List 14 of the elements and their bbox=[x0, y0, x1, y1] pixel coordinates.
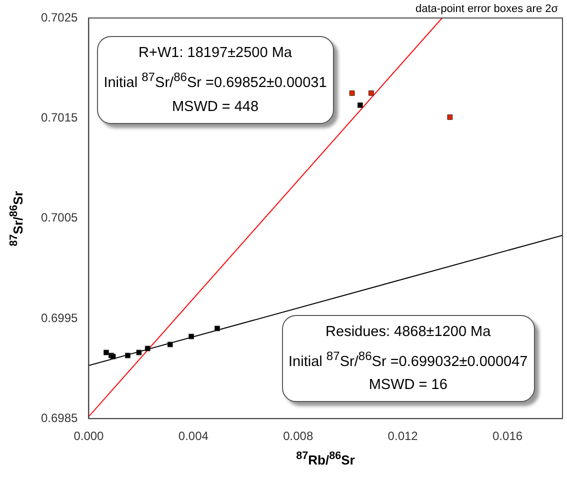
annotation: Residues: 4868±1200 Ma Initial $^{87}$Sr/$^{86}$Sr =0.699032±0.000047 MSWD = 16 bbox=[282, 314, 535, 402]
x-tick-label: 0.000 bbox=[74, 429, 104, 444]
y-tick-label: 0.7025 bbox=[41, 10, 78, 24]
x-tick-label: 0.008 bbox=[283, 429, 314, 444]
x-axis-title: $^{87}$Rb/$^{86}$Sr bbox=[296, 450, 355, 468]
y-tick-label: 0.6985 bbox=[41, 410, 78, 425]
x-tick-label: 0.016 bbox=[492, 429, 523, 444]
x-tick-label: 0.004 bbox=[178, 429, 209, 444]
x-tick-label: 0.012 bbox=[388, 429, 418, 444]
y-tick-label: 0.7005 bbox=[41, 210, 78, 225]
annotation: R+W1: 18197±2500 Ma Initial $^{87}$Sr/$^{86}$Sr =0.69852±0.00031 MSWD = 448 bbox=[96, 36, 334, 124]
text: data-point error boxes are 2σ bbox=[416, 3, 558, 15]
y-tick-label: 0.6995 bbox=[41, 310, 78, 325]
y-tick-label: 0.7015 bbox=[41, 110, 78, 124]
